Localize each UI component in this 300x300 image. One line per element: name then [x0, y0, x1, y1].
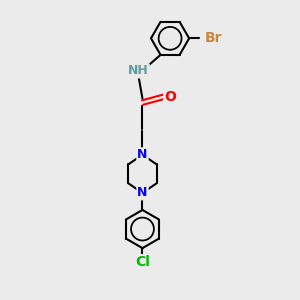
Text: Cl: Cl — [135, 255, 150, 269]
Text: NH: NH — [128, 64, 149, 77]
Text: Br: Br — [205, 31, 222, 45]
Text: O: O — [164, 90, 176, 104]
Text: N: N — [137, 148, 148, 161]
Text: N: N — [137, 186, 148, 200]
